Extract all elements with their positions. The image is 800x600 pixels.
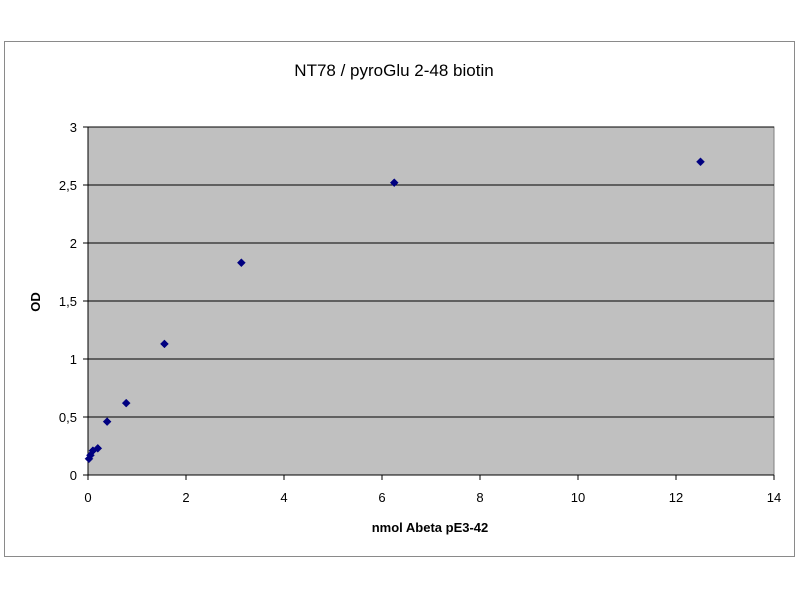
y-tick-label: 2,5 xyxy=(59,178,77,193)
y-tick-label: 2 xyxy=(70,236,77,251)
data-point xyxy=(696,157,705,167)
x-axis-label: nmol Abeta pE3-42 xyxy=(372,520,489,535)
data-point xyxy=(389,178,399,188)
y-tick-label: 1 xyxy=(70,352,77,367)
x-tick-label: 10 xyxy=(571,490,585,505)
x-tick-label: 2 xyxy=(182,490,189,505)
y-axis-label: OD xyxy=(28,292,43,312)
data-point xyxy=(121,398,131,408)
x-tick-label: 14 xyxy=(767,490,781,505)
data-point xyxy=(237,258,246,268)
y-tick-label: 0 xyxy=(70,468,77,483)
y-tick-label: 1,5 xyxy=(59,294,77,309)
x-tick-label: 8 xyxy=(476,490,483,505)
x-tick-label: 6 xyxy=(378,490,385,505)
data-point xyxy=(160,339,169,349)
data-point xyxy=(102,417,112,426)
y-tick-label: 0,5 xyxy=(59,410,77,425)
x-tick-label: 12 xyxy=(669,490,683,505)
y-tick-label: 3 xyxy=(70,120,77,135)
chart-title: NT78 / pyroGlu 2-48 biotin xyxy=(294,61,493,80)
data-point xyxy=(93,443,103,453)
x-tick-label: 4 xyxy=(280,490,287,505)
x-tick-label: 0 xyxy=(84,490,91,505)
